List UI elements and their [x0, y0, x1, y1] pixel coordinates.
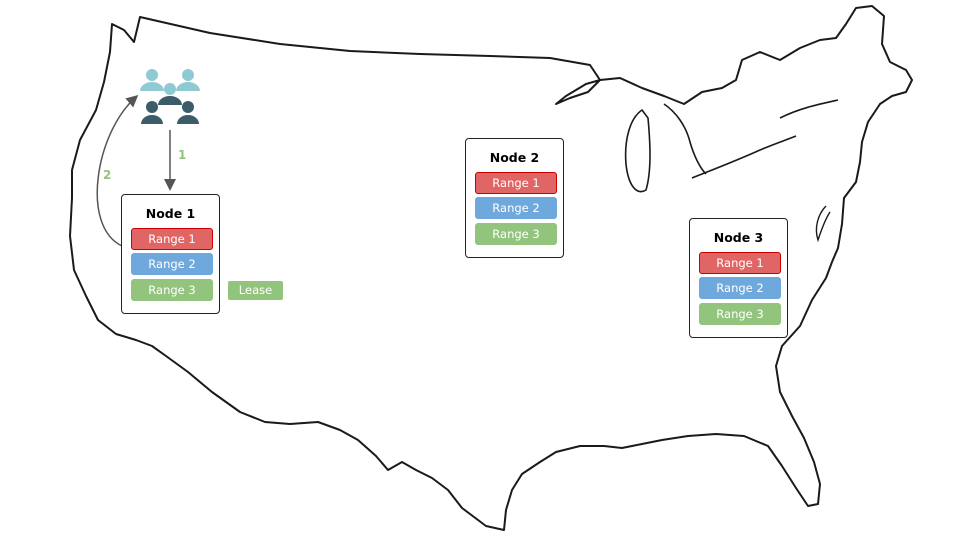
node-2-box: Node 2 Range 1 Range 2 Range 3: [465, 138, 564, 258]
range-2-block: Range 2: [131, 253, 213, 275]
step-2-label: 2: [103, 168, 112, 182]
arrow-step-2: [96, 95, 139, 247]
great-lakes-erie: [691, 135, 797, 179]
range-3-block: Range 3: [699, 303, 781, 325]
usa-outline: [69, 5, 913, 531]
range-2-block: Range 2: [475, 197, 557, 219]
node-1-box: Node 1 Range 1 Range 2 Range 3: [121, 194, 220, 314]
range-1-block: Range 1: [699, 252, 781, 274]
lease-badge: Lease: [228, 281, 283, 300]
step-1-label: 1: [178, 148, 187, 162]
great-lakes-ontario: [779, 99, 839, 119]
node-3-box: Node 3 Range 1 Range 2 Range 3: [689, 218, 788, 338]
great-lakes-michigan: [624, 108, 651, 193]
node-title: Node 3: [713, 230, 764, 245]
range-1-block: Range 1: [131, 228, 213, 250]
range-1-block: Range 1: [475, 172, 557, 194]
great-lakes-huron: [663, 103, 707, 175]
range-3-block: Range 3: [475, 223, 557, 245]
range-3-block: Range 3: [131, 279, 213, 301]
node-title: Node 2: [489, 150, 540, 165]
node-title: Node 1: [145, 206, 196, 221]
range-2-block: Range 2: [699, 277, 781, 299]
users-group-icon: [140, 69, 200, 124]
chesapeake-bay: [815, 205, 831, 243]
